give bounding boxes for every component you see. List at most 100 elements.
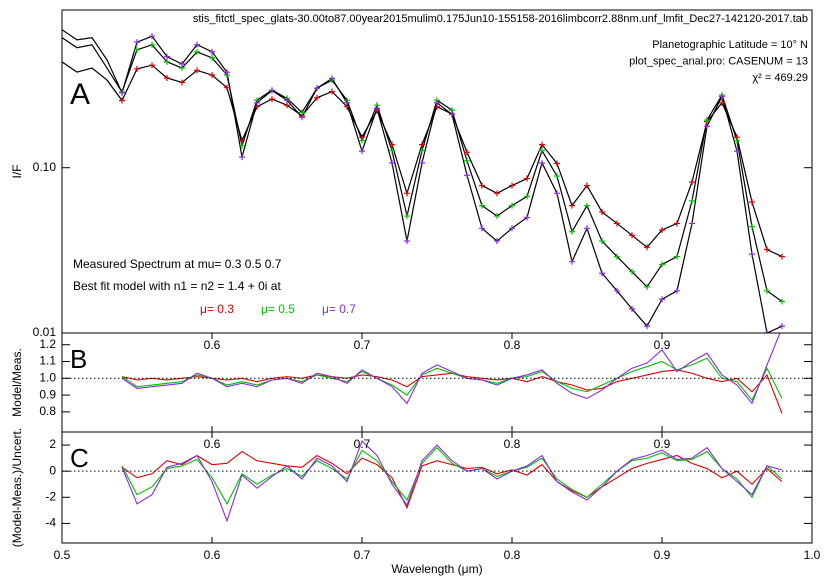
x-tick-label: 0.8 — [504, 437, 521, 451]
y-tick-label: 1.1 — [39, 354, 56, 368]
data-marker — [674, 220, 680, 227]
data-marker — [194, 41, 200, 48]
data-marker — [449, 111, 455, 118]
data-marker — [659, 226, 665, 233]
panel-label: A — [70, 78, 90, 111]
y-tick-label: -4 — [45, 516, 56, 530]
data-line — [121, 440, 783, 523]
y-axis-label: I/F — [10, 165, 24, 179]
y-tick-label: 1.0 — [39, 370, 56, 384]
data-marker — [644, 283, 650, 290]
y-tick-label: 0.10 — [33, 160, 57, 174]
data-marker — [239, 142, 245, 149]
data-marker — [554, 160, 560, 167]
panel: 0.01 0.10 A I/F stis_fitctl_spec_glats-30.00… — [10, 9, 813, 339]
data-marker — [164, 58, 170, 65]
annotation: Measured Spectrum at mu= 0.3 0.5 0.7 — [73, 257, 282, 271]
data-marker — [689, 220, 695, 227]
data-marker — [374, 105, 380, 112]
data-marker — [194, 48, 200, 55]
subtitle: Planetographic Latitude = 10° N — [652, 39, 808, 51]
data-marker — [584, 182, 590, 189]
data-marker — [194, 67, 200, 74]
data-marker — [494, 190, 500, 197]
data-marker — [614, 287, 620, 294]
data-marker — [164, 74, 170, 81]
data-marker — [134, 39, 140, 46]
data-marker — [524, 193, 530, 200]
subtitle: χ² = 469.29 — [752, 72, 808, 84]
data-marker — [689, 197, 695, 204]
data-marker — [224, 84, 230, 91]
data-marker — [164, 53, 170, 60]
x-tick-label: 0.9 — [654, 548, 671, 562]
data-marker — [779, 253, 785, 260]
data-marker — [119, 97, 125, 104]
plot-area — [62, 29, 785, 333]
data-marker — [464, 157, 470, 164]
x-tick-label: 0.9 — [654, 338, 671, 352]
data-marker — [239, 154, 245, 161]
data-marker — [494, 213, 500, 220]
data-line — [62, 61, 783, 258]
data-marker — [539, 141, 545, 148]
data-line — [121, 446, 783, 505]
y-tick-label: 2 — [49, 437, 56, 451]
data-marker — [329, 88, 335, 95]
data-marker — [569, 228, 575, 235]
data-marker — [179, 61, 185, 68]
data-marker — [524, 175, 530, 182]
data-marker — [179, 79, 185, 86]
data-marker — [509, 182, 515, 189]
data-marker — [749, 199, 755, 206]
plot-frame — [61, 431, 813, 544]
chart-title: stis_fitctl_spec_glats-30.00to87.00year2… — [193, 13, 808, 25]
data-marker — [734, 137, 740, 144]
y-tick-label: 1.2 — [39, 337, 56, 351]
data-marker — [689, 178, 695, 185]
data-marker — [389, 147, 395, 154]
data-marker — [629, 268, 635, 275]
data-marker — [524, 214, 530, 221]
data-marker — [464, 172, 470, 179]
x-tick-label: 0.8 — [504, 548, 521, 562]
data-marker — [269, 87, 275, 94]
y-tick-label: 0.01 — [33, 325, 57, 339]
data-marker — [599, 270, 605, 277]
data-marker — [149, 62, 155, 69]
data-marker — [209, 48, 215, 55]
data-marker — [509, 225, 515, 232]
data-marker — [419, 159, 425, 166]
data-marker — [629, 232, 635, 239]
data-marker — [239, 137, 245, 144]
data-marker — [134, 46, 140, 53]
data-marker — [419, 147, 425, 154]
data-marker — [389, 159, 395, 166]
data-marker — [404, 238, 410, 245]
data-marker — [284, 97, 290, 104]
data-marker — [224, 69, 230, 76]
data-marker — [494, 238, 500, 245]
x-tick-label: 0.6 — [204, 338, 221, 352]
x-tick-label: 1.0 — [804, 548, 821, 562]
data-marker — [659, 261, 665, 268]
data-marker — [614, 253, 620, 260]
data-marker — [479, 202, 485, 209]
x-tick-label: 0.8 — [504, 338, 521, 352]
data-marker — [584, 202, 590, 209]
panel-label: B — [70, 344, 87, 374]
annotation: Best fit model with n1 = n2 = 1.4 + 0i a… — [73, 279, 281, 293]
data-marker — [569, 258, 575, 265]
y-tick-label: -2 — [45, 489, 56, 503]
data-marker — [599, 208, 605, 215]
y-tick-label: 0.9 — [39, 387, 56, 401]
data-marker — [479, 225, 485, 232]
data-marker — [314, 94, 320, 101]
data-marker — [539, 147, 545, 154]
x-tick-label: 0.9 — [654, 437, 671, 451]
x-tick-label: 0.7 — [354, 548, 371, 562]
data-marker — [539, 159, 545, 166]
plot-area — [121, 440, 783, 523]
data-marker — [149, 41, 155, 48]
